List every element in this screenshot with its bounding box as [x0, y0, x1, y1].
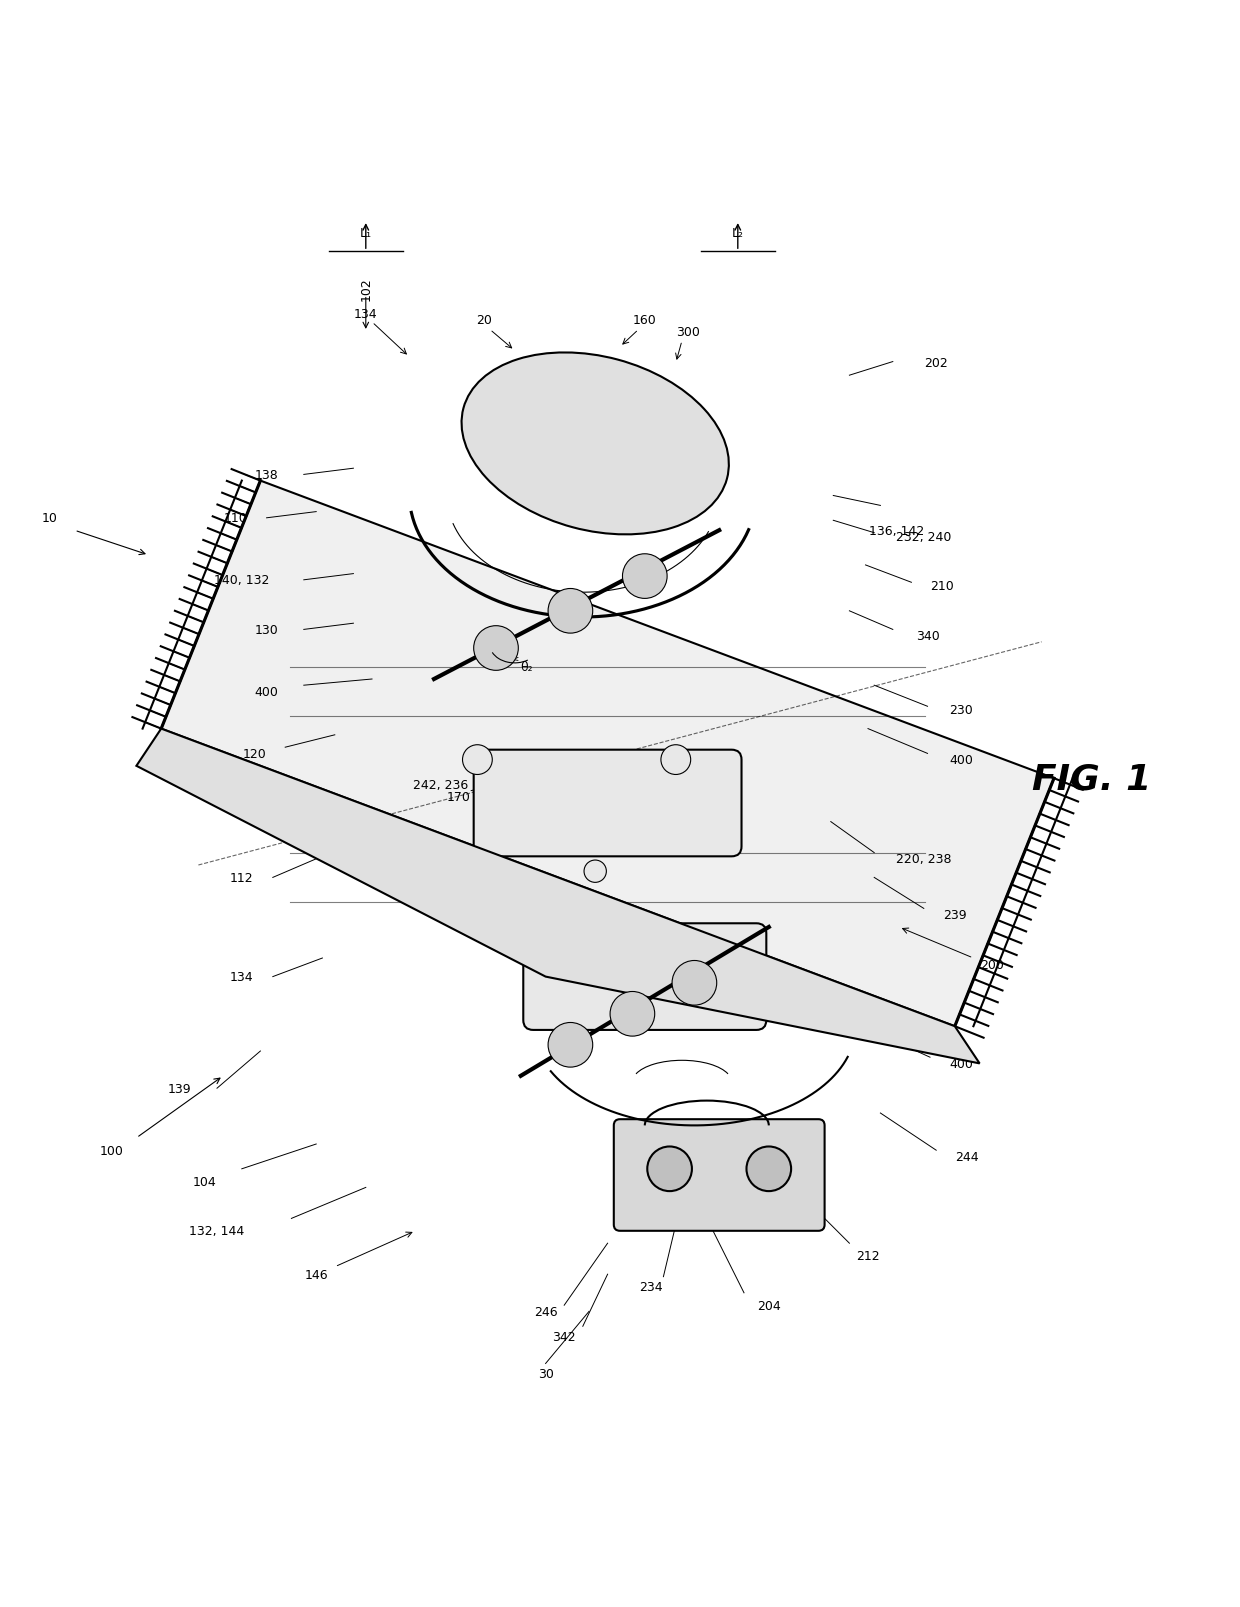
Text: θ₂: θ₂ [521, 660, 533, 673]
Text: 146: 146 [304, 1268, 329, 1281]
Text: 140, 132: 140, 132 [215, 574, 269, 587]
Text: 110: 110 [223, 513, 248, 525]
Circle shape [474, 627, 518, 670]
Text: 244: 244 [955, 1151, 980, 1163]
Text: 138: 138 [254, 469, 279, 482]
Text: 200: 200 [980, 958, 1004, 971]
Circle shape [610, 992, 655, 1037]
Circle shape [746, 1147, 791, 1191]
Text: 160: 160 [632, 313, 657, 326]
Text: 132, 144: 132, 144 [190, 1225, 244, 1237]
Text: 400: 400 [949, 1057, 973, 1070]
Text: L₂: L₂ [732, 227, 744, 239]
Text: FIG. 1: FIG. 1 [1032, 762, 1151, 795]
Text: 400: 400 [949, 754, 973, 767]
Text: 400: 400 [254, 686, 279, 699]
Text: 340: 340 [915, 630, 940, 643]
Text: 112: 112 [229, 871, 254, 884]
Text: 100: 100 [99, 1144, 124, 1157]
Text: 30: 30 [538, 1368, 553, 1380]
Circle shape [647, 1147, 692, 1191]
Text: 234: 234 [639, 1281, 663, 1294]
Circle shape [661, 746, 691, 775]
Circle shape [463, 746, 492, 775]
Text: 212: 212 [856, 1249, 880, 1263]
Text: 15: 15 [538, 773, 553, 786]
Text: 232, 240: 232, 240 [897, 530, 951, 543]
FancyBboxPatch shape [474, 750, 742, 857]
Text: 300: 300 [676, 326, 701, 339]
Text: 134: 134 [229, 971, 254, 983]
FancyBboxPatch shape [523, 924, 766, 1030]
Ellipse shape [461, 354, 729, 535]
Circle shape [672, 961, 717, 1006]
Polygon shape [161, 482, 1054, 1027]
Text: 10: 10 [42, 513, 57, 525]
Text: 104: 104 [192, 1175, 217, 1188]
Circle shape [548, 1022, 593, 1067]
Text: 342: 342 [552, 1331, 577, 1343]
Text: 220, 238: 220, 238 [897, 853, 951, 866]
Circle shape [548, 590, 593, 633]
Circle shape [622, 554, 667, 599]
Text: 202: 202 [924, 357, 949, 370]
FancyBboxPatch shape [614, 1120, 825, 1231]
Text: 270: 270 [657, 773, 682, 786]
Text: L₁: L₁ [360, 227, 372, 239]
Text: 170: 170 [446, 791, 471, 804]
Text: 130: 130 [254, 624, 279, 636]
Text: 20: 20 [476, 313, 491, 326]
Text: 210: 210 [930, 580, 955, 593]
Text: 242, 236: 242, 236 [413, 778, 467, 791]
Circle shape [584, 860, 606, 882]
Text: 239: 239 [942, 908, 967, 921]
Text: 134: 134 [353, 307, 378, 320]
Text: 139: 139 [167, 1082, 192, 1094]
Text: 230: 230 [949, 704, 973, 717]
Polygon shape [136, 730, 980, 1064]
Text: 246: 246 [533, 1305, 558, 1318]
Text: 102: 102 [360, 278, 372, 301]
Text: 136, 142: 136, 142 [868, 524, 924, 537]
Text: 204: 204 [756, 1298, 781, 1311]
Text: 120: 120 [242, 747, 267, 760]
